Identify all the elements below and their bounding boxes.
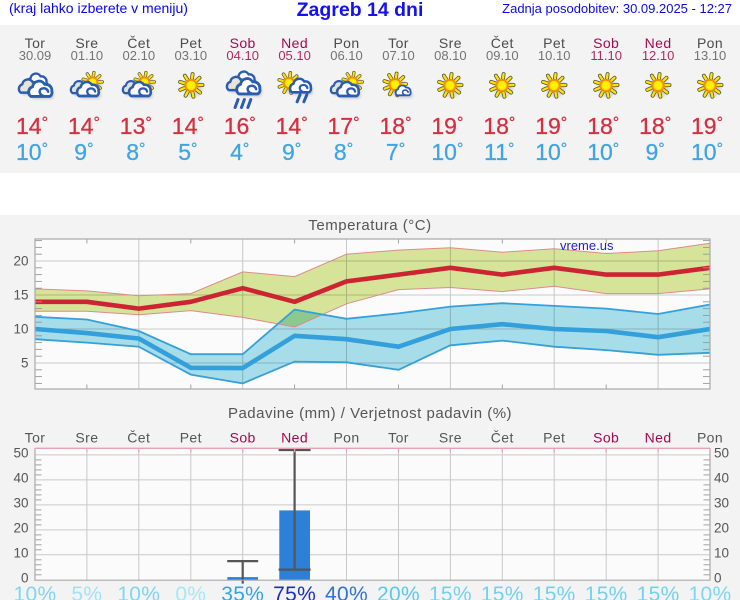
svg-text:Čet: Čet: [491, 430, 514, 446]
svg-text:10: 10: [13, 322, 28, 337]
svg-text:30: 30: [13, 495, 28, 510]
svg-text:10%: 10%: [14, 583, 57, 600]
svg-text:30: 30: [714, 495, 729, 510]
svg-text:vreme.us: vreme.us: [560, 238, 614, 253]
svg-text:Padavine (mm) / Verjetnost pad: Padavine (mm) / Verjetnost padavin (%): [228, 405, 512, 422]
svg-text:10: 10: [714, 545, 729, 560]
svg-text:0: 0: [21, 570, 29, 585]
svg-text:15%: 15%: [481, 583, 524, 600]
svg-text:15%: 15%: [585, 583, 628, 600]
svg-text:40: 40: [714, 470, 729, 485]
svg-text:15%: 15%: [637, 583, 680, 600]
svg-text:15: 15: [13, 288, 28, 303]
svg-text:75%: 75%: [273, 583, 316, 600]
svg-text:Ned: Ned: [281, 430, 308, 446]
svg-text:Sre: Sre: [75, 430, 98, 446]
svg-text:10%: 10%: [117, 583, 160, 600]
svg-text:0: 0: [714, 570, 722, 585]
svg-text:Tor: Tor: [388, 430, 409, 446]
svg-text:Sre: Sre: [439, 430, 462, 446]
svg-text:Pon: Pon: [697, 430, 723, 446]
svg-text:Sob: Sob: [230, 430, 256, 446]
svg-text:Čet: Čet: [127, 430, 150, 446]
svg-text:Pet: Pet: [180, 430, 202, 446]
svg-text:Ned: Ned: [645, 430, 672, 446]
svg-text:Temperatura (°C): Temperatura (°C): [308, 217, 431, 234]
svg-text:40: 40: [13, 470, 28, 485]
svg-text:10: 10: [13, 545, 28, 560]
svg-text:50: 50: [714, 445, 729, 460]
svg-text:5: 5: [21, 356, 29, 371]
svg-text:40%: 40%: [325, 583, 368, 600]
svg-text:20: 20: [714, 520, 729, 535]
svg-text:Pon: Pon: [333, 430, 359, 446]
svg-text:20: 20: [13, 254, 28, 269]
svg-text:35%: 35%: [221, 583, 264, 600]
svg-text:50: 50: [13, 445, 28, 460]
svg-text:Tor: Tor: [25, 430, 46, 446]
svg-text:Sob: Sob: [593, 430, 619, 446]
svg-text:0%: 0%: [175, 583, 206, 600]
svg-text:15%: 15%: [429, 583, 472, 600]
svg-text:10%: 10%: [689, 583, 732, 600]
svg-text:15%: 15%: [533, 583, 576, 600]
svg-text:20%: 20%: [377, 583, 420, 600]
svg-text:20: 20: [13, 520, 28, 535]
svg-text:5%: 5%: [71, 583, 102, 600]
svg-text:Pet: Pet: [543, 430, 565, 446]
